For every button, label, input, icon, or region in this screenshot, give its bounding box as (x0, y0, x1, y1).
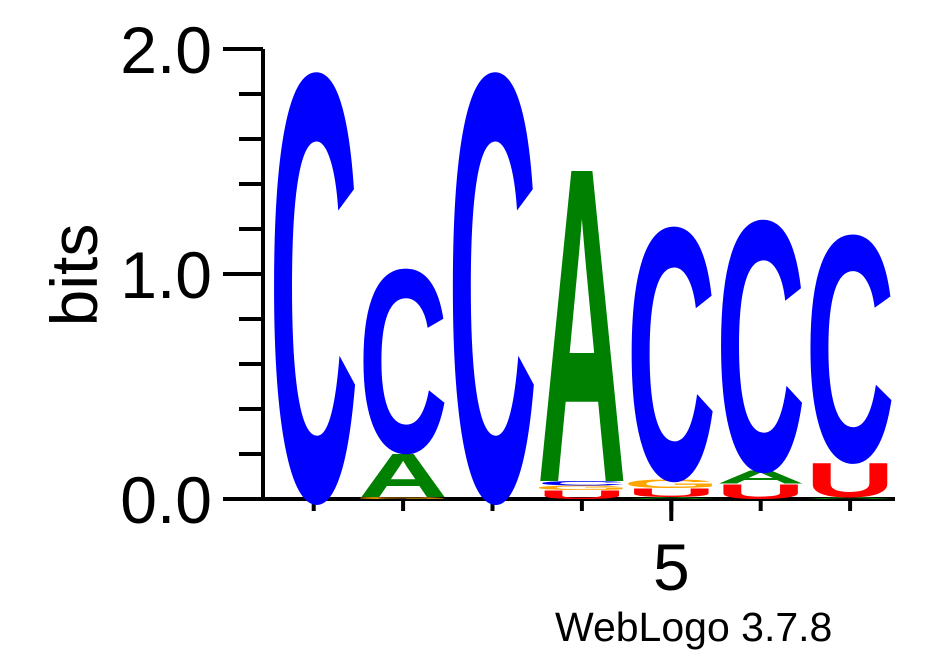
logo-letter-c: C (269, 0, 358, 629)
logo-letter-u: U (627, 486, 716, 500)
logo-letter-c: C (716, 145, 805, 546)
y-axis-label: bits (37, 224, 111, 327)
y-tick-label: 1.0 (120, 238, 212, 312)
x-tick-label: 5 (653, 530, 690, 604)
logo-letter-g: G (623, 477, 719, 491)
logo-letter-a: A (805, 496, 894, 499)
logo-letter-g: G (355, 496, 451, 499)
y-tick-label: 2.0 (120, 13, 212, 87)
logo-letter-u: U (537, 488, 626, 502)
logo-letter-a: A (716, 467, 805, 488)
logo-letter-c: C (448, 0, 537, 629)
logo-letter-c: C (805, 167, 894, 529)
logo-letter-g: G (534, 484, 630, 491)
logo-letter-a: A (358, 441, 447, 510)
y-tick-label: 0.0 (120, 463, 212, 537)
axes: 0.0 1.0 2.0 5 (120, 13, 895, 604)
weblogo-credit: WebLogo 3.7.8 (555, 604, 833, 650)
logo-letter-c: C (537, 480, 626, 487)
logo-letter-u: U (716, 480, 805, 504)
logo-letter-a: A (537, 75, 626, 578)
logo-letter-c: C (358, 215, 447, 508)
logo-letter-a: A (627, 496, 716, 499)
logo-letter-u: U (805, 452, 894, 507)
logo-letter-c: C (627, 154, 716, 557)
